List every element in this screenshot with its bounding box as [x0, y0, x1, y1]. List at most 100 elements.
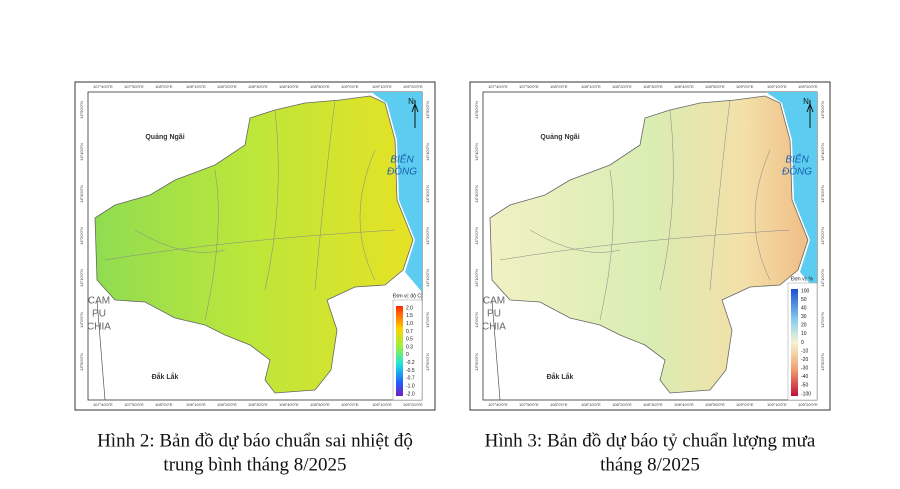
lon-label: 107°50'0"E	[124, 402, 144, 407]
lat-label: 14°50'0"N	[425, 101, 430, 119]
province	[489, 95, 809, 394]
lon-label: 107°40'0"E	[93, 84, 113, 89]
legend-tick: 0	[801, 340, 804, 346]
sea-label: BIỂN	[390, 153, 414, 166]
district-border	[499, 229, 791, 261]
lat-label: 13°50'0"N	[79, 353, 84, 371]
lat-label: 13°50'0"N	[425, 353, 430, 371]
lon-label: 108°20'0"E	[217, 402, 237, 407]
district-border	[754, 149, 771, 281]
lat-label: 14°40'0"N	[820, 143, 825, 161]
legend-tick: -1.0	[406, 384, 415, 390]
province	[94, 95, 414, 394]
district-border	[599, 169, 614, 321]
lon-label: 109°0'0"E	[341, 84, 359, 89]
province-label: Đắk Lắk	[547, 372, 574, 381]
district-border	[204, 169, 219, 321]
lat-label: 14°20'0"N	[820, 227, 825, 245]
legend-title: Đơn vị: %	[791, 276, 813, 282]
lat-label: 14°10'0"N	[79, 269, 84, 287]
figure: 107°40'0"E 107°40'0"E 107°50'0"E 107°50'0"E…	[469, 81, 831, 475]
lon-label: 107°50'0"E	[124, 84, 144, 89]
lon-label: 108°10'0"E	[581, 84, 601, 89]
lat-label: 14°40'0"N	[79, 143, 84, 161]
district-border	[359, 149, 376, 281]
legend-tick: -40	[801, 374, 808, 380]
figure: 107°40'0"E 107°40'0"E 107°50'0"E 107°50'0"E…	[74, 81, 436, 475]
legend-tick: 30	[801, 314, 807, 320]
lon-label: 108°0'0"E	[155, 84, 173, 89]
lon-label: 109°20'0"E	[403, 402, 423, 407]
lat-label: 14°0'0"N	[474, 312, 479, 328]
lat-label: 14°20'0"N	[425, 227, 430, 245]
lon-label: 108°50'0"E	[310, 402, 330, 407]
figure-caption: trung bình tháng 8/2025	[163, 454, 346, 475]
district-border	[264, 109, 279, 291]
north-arrow: N	[803, 97, 809, 106]
lat-label: 14°30'0"N	[425, 185, 430, 203]
legend-tick: -100	[801, 391, 811, 397]
lon-label: 109°0'0"E	[736, 402, 754, 407]
district-border	[134, 229, 226, 253]
lon-label: 107°50'0"E	[519, 402, 539, 407]
lon-label: 108°40'0"E	[674, 84, 694, 89]
border-line	[491, 299, 501, 401]
district-border	[659, 109, 674, 291]
legend-tick: -0.2	[406, 360, 415, 366]
legend-tick: 0	[406, 352, 409, 358]
lon-label: 108°50'0"E	[705, 84, 725, 89]
legend-title: Đơn vị: độ C	[393, 293, 421, 299]
sea-label: ĐÔNG	[387, 165, 417, 178]
lon-label: 108°50'0"E	[310, 84, 330, 89]
lat-label: 14°10'0"N	[820, 269, 825, 287]
lon-label: 108°10'0"E	[186, 84, 206, 89]
sea-label: BIỂN	[785, 153, 809, 166]
lon-label: 107°40'0"E	[93, 402, 113, 407]
lat-label: 14°30'0"N	[474, 185, 479, 203]
legend-tick: 50	[801, 297, 807, 303]
legend-tick: -0.7	[406, 376, 415, 382]
legend-tick: -2.0	[406, 391, 415, 397]
country-label: CAM	[88, 296, 110, 307]
lon-label: 108°30'0"E	[248, 402, 268, 407]
legend-tick: -30	[801, 366, 808, 372]
lon-label: 108°0'0"E	[550, 84, 568, 89]
lat-label: 14°0'0"N	[820, 312, 825, 328]
lat-label: 13°50'0"N	[820, 353, 825, 371]
lon-label: 108°40'0"E	[279, 84, 299, 89]
legend-tick: 20	[801, 323, 807, 329]
border-line	[96, 299, 106, 401]
legend-tick: -10	[801, 348, 808, 354]
lon-label: 108°30'0"E	[248, 84, 268, 89]
lon-label: 109°20'0"E	[798, 84, 818, 89]
legend-tick: 0.3	[406, 344, 413, 350]
lon-label: 109°10'0"E	[372, 84, 392, 89]
lon-label: 108°30'0"E	[643, 84, 663, 89]
lat-label: 14°30'0"N	[820, 185, 825, 203]
north-arrow-shape	[806, 100, 814, 128]
lon-label: 109°10'0"E	[767, 402, 787, 407]
lon-label: 108°30'0"E	[643, 402, 663, 407]
lat-label: 14°40'0"N	[425, 143, 430, 161]
lat-label: 14°30'0"N	[79, 185, 84, 203]
country-label: PU	[92, 309, 106, 320]
lon-label: 108°20'0"E	[612, 84, 632, 89]
lat-label: 14°10'0"N	[425, 269, 430, 287]
lon-label: 108°0'0"E	[550, 402, 568, 407]
district-border	[529, 229, 621, 253]
lon-label: 109°0'0"E	[736, 84, 754, 89]
figure-caption: Hình 3: Bản đồ dự báo tỷ chuẩn lượng mưa	[485, 430, 816, 451]
lat-label: 14°50'0"N	[820, 101, 825, 119]
legend-tick: 0.7	[406, 329, 413, 335]
country-label: CHIA	[87, 322, 111, 333]
lon-label: 108°20'0"E	[217, 84, 237, 89]
lon-label: 108°10'0"E	[186, 402, 206, 407]
figure-caption: Hình 2: Bản đồ dự báo chuẩn sai nhiệt độ	[97, 430, 413, 451]
figure-caption: tháng 8/2025	[600, 454, 700, 475]
lon-label: 108°0'0"E	[155, 402, 173, 407]
province-label: Quảng Ngãi	[540, 134, 579, 141]
lat-label: 14°20'0"N	[474, 227, 479, 245]
lon-label: 108°50'0"E	[705, 402, 725, 407]
